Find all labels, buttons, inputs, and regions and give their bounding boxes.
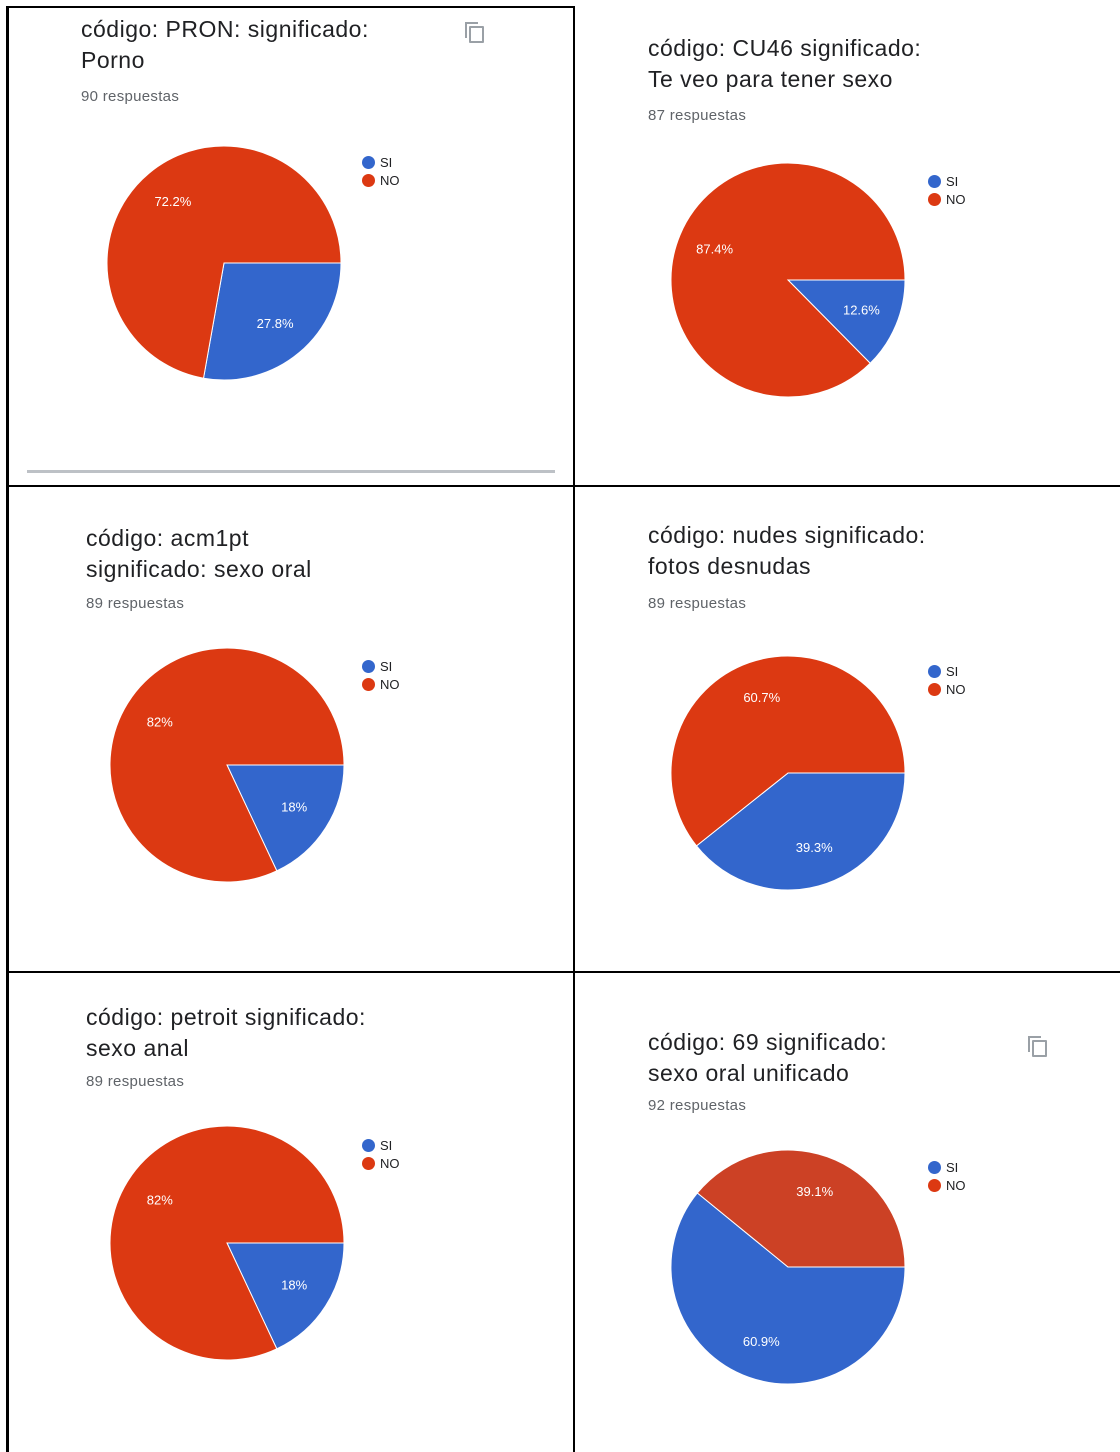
pie-chart: 60.9% 39.1% bbox=[670, 1149, 906, 1385]
chart-panel: código: acm1pt significado: sexo oral 89… bbox=[9, 487, 573, 971]
pie-slice-si bbox=[786, 279, 906, 364]
pie-slice-no-label: 82% bbox=[147, 1192, 173, 1207]
response-count: 89 respuestas bbox=[648, 595, 747, 612]
chart-legend: SI NO bbox=[362, 657, 400, 693]
legend-no-swatch bbox=[362, 173, 375, 187]
copy-icon[interactable] bbox=[465, 22, 484, 43]
legend-si-swatch bbox=[928, 1160, 941, 1174]
pie-slice-no-label: 39.1% bbox=[796, 1184, 833, 1199]
legend-si-swatch bbox=[928, 664, 941, 678]
legend-si-label: SI bbox=[380, 658, 393, 674]
legend-si-swatch bbox=[362, 659, 375, 673]
legend-no-swatch bbox=[928, 682, 941, 696]
grid-divider-row-2 bbox=[6, 971, 1120, 973]
response-count: 89 respuestas bbox=[86, 1073, 185, 1090]
grid-border-left bbox=[6, 6, 9, 1452]
panel-title: código: PRON: significado: Porno bbox=[81, 16, 369, 73]
response-count: 87 respuestas bbox=[648, 107, 747, 124]
pie-slice-no bbox=[109, 1125, 345, 1361]
chart-legend: SI NO bbox=[362, 153, 400, 189]
response-count: 89 respuestas bbox=[86, 595, 185, 612]
pie-slice-no bbox=[696, 1149, 906, 1268]
pie-slice-si bbox=[695, 772, 906, 891]
legend-no-label: NO bbox=[946, 681, 966, 697]
pie-slice-no-label: 60.7% bbox=[743, 690, 780, 705]
response-count: 90 respuestas bbox=[81, 88, 180, 105]
legend-no-label: NO bbox=[380, 676, 400, 692]
pie-slice-no bbox=[670, 655, 906, 847]
legend-si-swatch bbox=[362, 155, 375, 169]
pie-slice-si bbox=[226, 764, 345, 872]
pie-slice-si bbox=[202, 262, 342, 381]
legend-no-swatch bbox=[928, 1178, 941, 1192]
legend-si-swatch bbox=[362, 1138, 375, 1152]
pie-slice-si-label: 39.3% bbox=[796, 840, 833, 855]
chart-legend: SI NO bbox=[928, 1158, 966, 1194]
chart-legend: SI NO bbox=[928, 172, 966, 208]
panel-title: código: 69 significado: sexo oral unific… bbox=[648, 1029, 888, 1086]
response-count: 92 respuestas bbox=[648, 1097, 747, 1114]
pie-slice-no bbox=[109, 647, 345, 883]
chart-panel: código: CU46 significado: Te veo para te… bbox=[575, 8, 1120, 485]
panel-title: código: acm1pt significado: sexo oral bbox=[86, 525, 312, 582]
pie-slice-si bbox=[670, 1192, 906, 1385]
panel-title: código: petroit significado: sexo anal bbox=[86, 1004, 366, 1061]
panel-title: código: CU46 significado: Te veo para te… bbox=[648, 35, 922, 92]
legend-si-swatch bbox=[928, 174, 941, 188]
pie-slice-si-label: 60.9% bbox=[743, 1334, 780, 1349]
pie-slice-si bbox=[226, 1242, 345, 1350]
legend-no-swatch bbox=[362, 1156, 375, 1170]
chart-legend: SI NO bbox=[362, 1136, 400, 1172]
pie-slice-si-label: 12.6% bbox=[843, 303, 880, 318]
grid-border-top bbox=[6, 6, 575, 8]
pie-slice-si-label: 27.8% bbox=[257, 316, 294, 331]
legend-no-swatch bbox=[928, 192, 941, 206]
pie-chart: 27.8% 72.2% bbox=[106, 145, 342, 381]
legend-no-swatch bbox=[362, 677, 375, 691]
chart-panel: código: 69 significado: sexo oral unific… bbox=[575, 973, 1120, 1452]
chart-legend: SI NO bbox=[928, 662, 966, 698]
grid-divider-row-1 bbox=[6, 485, 1120, 487]
legend-si-label: SI bbox=[380, 1137, 393, 1153]
legend-no-label: NO bbox=[380, 172, 400, 188]
legend-si-label: SI bbox=[380, 154, 393, 170]
pie-slice-no-label: 87.4% bbox=[696, 241, 733, 256]
legend-si-label: SI bbox=[946, 173, 959, 189]
pie-slice-no bbox=[106, 145, 342, 379]
pie-slice-si-label: 18% bbox=[281, 800, 307, 815]
chart-panel: código: PRON: significado: Porno 90 resp… bbox=[9, 8, 573, 485]
pie-chart: 12.6% 87.4% bbox=[670, 162, 906, 398]
pie-chart: 18% 82% bbox=[109, 647, 345, 883]
grid-divider-vertical bbox=[573, 6, 575, 1452]
legend-si-label: SI bbox=[946, 663, 959, 679]
pie-chart: 18% 82% bbox=[109, 1125, 345, 1361]
survey-results-grid: código: PRON: significado: Porno 90 resp… bbox=[6, 6, 1120, 1452]
legend-no-label: NO bbox=[380, 1155, 400, 1171]
legend-si-label: SI bbox=[946, 1159, 959, 1175]
pie-slice-no-label: 82% bbox=[147, 714, 173, 729]
chart-panel: código: nudes significado: fotos desnuda… bbox=[575, 487, 1120, 971]
copy-icon[interactable] bbox=[1028, 1036, 1047, 1057]
legend-no-label: NO bbox=[946, 191, 966, 207]
chart-panel: código: petroit significado: sexo anal 8… bbox=[9, 973, 573, 1452]
pie-slice-si-label: 18% bbox=[281, 1278, 307, 1293]
horizontal-scrollbar[interactable] bbox=[27, 470, 555, 473]
pie-chart: 39.3% 60.7% bbox=[670, 655, 906, 891]
pie-slice-no-label: 72.2% bbox=[154, 194, 191, 209]
legend-no-label: NO bbox=[946, 1177, 966, 1193]
panel-title: código: nudes significado: fotos desnuda… bbox=[648, 522, 926, 579]
pie-slice-no bbox=[670, 162, 906, 398]
